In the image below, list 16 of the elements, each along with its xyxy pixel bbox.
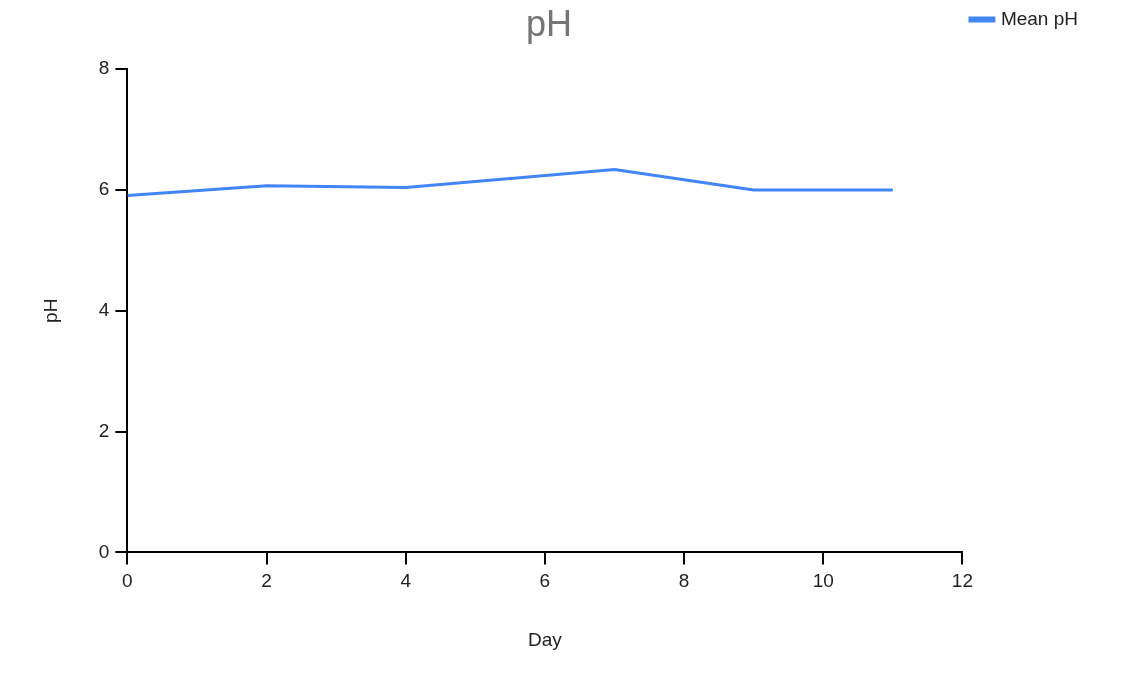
x-axis-title: Day: [527, 628, 563, 650]
y-tick-label: 8: [98, 57, 110, 79]
y-tick-label: 4: [98, 299, 110, 321]
legend-label: Mean pH: [1000, 7, 1079, 29]
x-tick-label: 0: [122, 570, 133, 592]
x-tick-label: 12: [951, 570, 973, 592]
chart-title: pH: [525, 2, 573, 44]
y-tick-label: 6: [98, 178, 110, 200]
x-tick-label: 2: [261, 570, 272, 592]
x-tick-label: 8: [678, 570, 690, 592]
x-tick-label: 4: [400, 570, 412, 592]
x-tick-label: 6: [539, 570, 551, 592]
y-tick-label: 0: [98, 540, 110, 562]
y-axis-title: pH: [39, 298, 61, 323]
y-tick-label: 2: [98, 419, 110, 441]
x-tick-label: 10: [812, 570, 834, 592]
